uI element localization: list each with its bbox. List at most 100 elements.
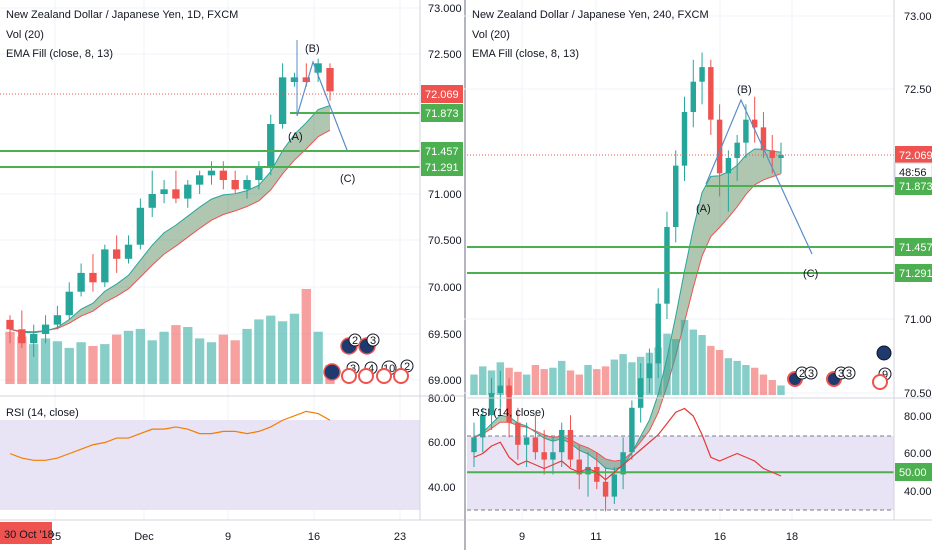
candle[interactable]	[6, 315, 14, 344]
right-time-axis[interactable]: 9 11 16 18	[467, 519, 932, 543]
candle[interactable]	[725, 150, 732, 212]
candle[interactable]	[278, 63, 287, 129]
candle[interactable]	[541, 430, 547, 475]
candle[interactable]	[471, 422, 477, 467]
volume-bar	[242, 328, 252, 384]
left-symbol-title[interactable]: New Zealand Dollar / Japanese Yen, 1D, F…	[6, 9, 238, 21]
event-count-badge[interactable]	[366, 333, 380, 347]
left-wave-path[interactable]	[296, 60, 348, 151]
candle[interactable]	[523, 422, 530, 467]
volume-bar	[593, 369, 601, 395]
event-flag-icon[interactable]	[358, 368, 374, 384]
left-chart-pane[interactable]: (A) (B) (C) 2 3 3 4 10 2 New Zealand Do	[0, 0, 464, 544]
right-symbol-title[interactable]: New Zealand Dollar / Japanese Yen, 240, …	[472, 9, 709, 21]
candle[interactable]	[664, 211, 670, 319]
candle[interactable]	[506, 378, 512, 438]
candle[interactable]	[550, 437, 556, 475]
candle[interactable]	[267, 114, 275, 176]
left-candles[interactable]	[6, 58, 334, 357]
candle[interactable]	[148, 170, 156, 217]
left-rsi-legend[interactable]: RSI (14, close)	[6, 407, 79, 419]
candle[interactable]	[708, 59, 714, 135]
candle[interactable]	[243, 175, 251, 199]
candle[interactable]	[760, 112, 767, 158]
candle[interactable]	[314, 58, 322, 82]
candle[interactable]	[637, 363, 644, 423]
candle[interactable]	[532, 415, 539, 460]
candle[interactable]	[515, 407, 521, 460]
candle[interactable]	[673, 150, 679, 243]
candle[interactable]	[172, 170, 180, 204]
candle[interactable]	[30, 324, 38, 357]
candle[interactable]	[53, 305, 62, 330]
candle[interactable]	[184, 180, 192, 208]
right-candles[interactable]	[471, 52, 784, 512]
event-count-badge[interactable]	[842, 366, 856, 380]
candle[interactable]	[558, 422, 565, 467]
candle[interactable]	[77, 263, 85, 297]
candle[interactable]	[646, 348, 653, 393]
candle[interactable]	[681, 96, 688, 181]
candle[interactable]	[751, 96, 758, 143]
volume-bar	[76, 342, 86, 384]
candle[interactable]	[112, 235, 121, 273]
volume-bar	[100, 344, 110, 384]
candle[interactable]	[160, 180, 168, 204]
left-level-lines[interactable]	[0, 93, 420, 168]
candle[interactable]	[567, 415, 574, 467]
event-flag-icon[interactable]	[323, 363, 341, 381]
right-price-axis[interactable]: 73.000 72.500 71.000 70.500 72.069 48:56 71.8…	[893, 0, 932, 520]
candle[interactable]	[41, 315, 50, 344]
candle[interactable]	[136, 198, 145, 250]
candle[interactable]	[101, 244, 109, 287]
candle[interactable]	[629, 400, 635, 460]
candle[interactable]	[124, 235, 133, 264]
candle[interactable]	[497, 370, 504, 408]
left-event-badges[interactable]: 2 3 3 4 10 2	[323, 333, 414, 384]
candle[interactable]	[231, 170, 239, 194]
right-level-lines[interactable]	[467, 154, 894, 274]
candle[interactable]	[65, 282, 73, 320]
candle[interactable]	[195, 170, 204, 194]
right-rsi-legend[interactable]: RSI (14, close)	[472, 407, 545, 419]
right-wave-path[interactable]	[705, 98, 813, 255]
event-flag-icon[interactable]	[872, 374, 888, 390]
candle[interactable]	[488, 378, 495, 430]
candle[interactable]	[734, 135, 740, 181]
left-ema-legend[interactable]: EMA Fill (close, 8, 13)	[6, 48, 113, 60]
candle[interactable]	[778, 142, 784, 174]
event-count-badge[interactable]	[804, 366, 818, 380]
candle[interactable]	[18, 310, 26, 348]
candle[interactable]	[690, 59, 697, 128]
volume-bar	[64, 347, 74, 384]
volume-bar	[715, 350, 724, 395]
candle[interactable]	[655, 288, 661, 379]
candle[interactable]	[699, 52, 705, 105]
candle[interactable]	[594, 452, 600, 490]
price-tag: 48:56	[894, 162, 932, 182]
rsi-tick-label: 50.00	[899, 467, 927, 479]
left-price-axis[interactable]: 73.000 72.500 71.000 70.500 70.000 69.500 69.0…	[419, 0, 463, 520]
candle[interactable]	[480, 407, 486, 453]
candle[interactable]	[89, 254, 97, 292]
right-event-badges[interactable]: 2 3 3 3 9	[787, 345, 892, 390]
left-time-axis[interactable]: 25 Dec 9 16 23 30 Oct '18	[0, 519, 464, 544]
candle[interactable]	[602, 467, 609, 512]
event-flag-icon[interactable]	[393, 368, 409, 384]
candle[interactable]	[743, 104, 749, 158]
left-vol-legend[interactable]: Vol (20)	[6, 29, 44, 41]
candle[interactable]	[620, 437, 626, 490]
right-ema-legend[interactable]: EMA Fill (close, 8, 13)	[472, 48, 579, 60]
candle[interactable]	[585, 452, 591, 497]
right-vol-legend[interactable]: Vol (20)	[472, 29, 510, 41]
event-flag-icon[interactable]	[376, 368, 392, 384]
rsi-line	[9, 410, 331, 461]
candle[interactable]	[576, 444, 582, 490]
candle[interactable]	[290, 72, 299, 87]
candle[interactable]	[207, 161, 216, 185]
right-chart-pane[interactable]: (A) (B) (C) 2 3 3 3 9 New Zealand Dollar…	[464, 0, 932, 543]
volume-bar	[750, 367, 759, 395]
left-wave-a-label: (A)	[288, 131, 303, 143]
event-flag-icon[interactable]	[876, 345, 892, 361]
event-flag-icon[interactable]	[341, 368, 357, 384]
